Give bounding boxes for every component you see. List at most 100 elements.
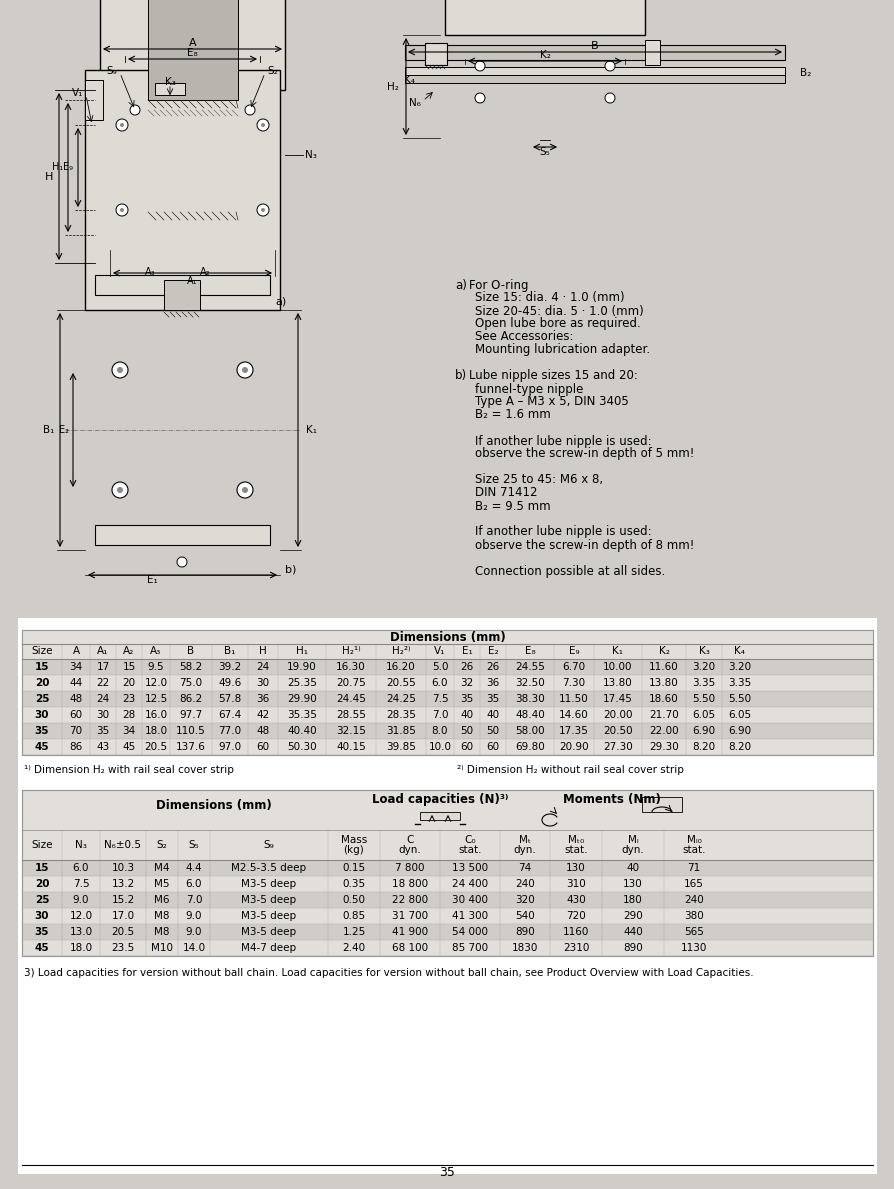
Text: 6.90: 6.90 (728, 726, 751, 736)
Bar (405, 75, 784, 83)
Bar (148, 0, 238, 100)
Text: 40.15: 40.15 (336, 742, 366, 751)
Text: 35: 35 (97, 726, 109, 736)
Text: A₂: A₂ (199, 268, 210, 277)
Text: H₂: H₂ (387, 82, 399, 92)
Text: 25: 25 (35, 694, 49, 704)
Text: K₁: K₁ (611, 647, 623, 656)
Text: 30 400: 30 400 (451, 895, 487, 905)
Text: H: H (45, 171, 53, 182)
Text: 20.90: 20.90 (559, 742, 588, 751)
Circle shape (117, 367, 122, 373)
Text: 24: 24 (97, 694, 109, 704)
Text: funnel-type nipple: funnel-type nipple (475, 383, 583, 396)
Text: 6.90: 6.90 (692, 726, 715, 736)
Text: A: A (72, 647, 80, 656)
Text: 6.05: 6.05 (692, 710, 715, 721)
Text: 130: 130 (622, 879, 642, 889)
Text: C₀: C₀ (464, 835, 476, 845)
Text: 25.35: 25.35 (287, 678, 316, 688)
Text: 890: 890 (515, 927, 535, 937)
Text: 18.60: 18.60 (648, 694, 679, 704)
Bar (22, 723, 872, 740)
Text: 7.30: 7.30 (561, 678, 585, 688)
Text: 32: 32 (460, 678, 473, 688)
Text: B₂ = 1.6 mm: B₂ = 1.6 mm (475, 409, 550, 421)
Text: 10.3: 10.3 (112, 863, 134, 873)
Text: 26: 26 (460, 662, 473, 672)
Text: If another lube nipple is used:: If another lube nipple is used: (475, 434, 651, 447)
Text: 43: 43 (97, 742, 109, 751)
Text: (kg): (kg) (343, 845, 364, 855)
Text: B₂: B₂ (799, 68, 810, 78)
Text: 31.85: 31.85 (385, 726, 416, 736)
Text: 18.0: 18.0 (144, 726, 167, 736)
Circle shape (257, 205, 269, 216)
Text: Mₜ₀: Mₜ₀ (567, 835, 584, 845)
Bar (85, 70, 280, 310)
Text: 60: 60 (70, 710, 82, 721)
Text: 17.45: 17.45 (603, 694, 632, 704)
Text: 58.2: 58.2 (179, 662, 202, 672)
Text: 24.55: 24.55 (514, 662, 544, 672)
Text: 12.5: 12.5 (144, 694, 167, 704)
Text: stat.: stat. (458, 845, 481, 855)
Text: M3-5 deep: M3-5 deep (241, 911, 296, 921)
Text: 12.0: 12.0 (70, 911, 92, 921)
Text: M5: M5 (154, 879, 170, 889)
Text: 180: 180 (622, 895, 642, 905)
Text: 6.70: 6.70 (561, 662, 585, 672)
Bar (110, 227, 274, 245)
Text: E₂: E₂ (487, 647, 498, 656)
Text: K₃: K₃ (164, 77, 175, 87)
Text: 54 000: 54 000 (451, 927, 487, 937)
Bar (22, 789, 872, 956)
Circle shape (237, 361, 253, 378)
Bar (95, 275, 270, 295)
Text: 7.0: 7.0 (431, 710, 448, 721)
Text: 5.0: 5.0 (431, 662, 448, 672)
Text: DIN 71412: DIN 71412 (475, 486, 537, 499)
Text: 1.25: 1.25 (342, 927, 366, 937)
Bar (22, 659, 872, 675)
Text: dyn.: dyn. (513, 845, 536, 855)
Bar (405, 45, 784, 59)
Text: Mₗ: Mₗ (627, 835, 637, 845)
Text: 13.2: 13.2 (111, 879, 134, 889)
Text: 19.90: 19.90 (287, 662, 316, 672)
Text: Lube nipple sizes 15 and 20:: Lube nipple sizes 15 and 20: (468, 370, 637, 383)
Text: 42: 42 (256, 710, 269, 721)
Text: 13.80: 13.80 (603, 678, 632, 688)
Bar (22, 630, 872, 755)
Text: 24.25: 24.25 (385, 694, 416, 704)
Text: 50: 50 (486, 726, 499, 736)
Text: 17: 17 (97, 662, 109, 672)
Text: K₄: K₄ (734, 647, 745, 656)
Text: Mₗ₀: Mₗ₀ (686, 835, 701, 845)
Text: 8.20: 8.20 (692, 742, 715, 751)
Text: See Accessories:: See Accessories: (475, 331, 573, 344)
Text: Dimensions (mm): Dimensions (mm) (389, 630, 505, 643)
Text: N₆: N₆ (409, 97, 420, 108)
Text: 71: 71 (687, 863, 700, 873)
Circle shape (245, 105, 255, 115)
Circle shape (604, 93, 614, 103)
Text: 39.85: 39.85 (385, 742, 416, 751)
Text: 25: 25 (35, 895, 49, 905)
Text: 34: 34 (122, 726, 136, 736)
Text: 38.30: 38.30 (515, 694, 544, 704)
Text: 440: 440 (622, 927, 642, 937)
Bar (22, 691, 872, 707)
Circle shape (261, 208, 265, 212)
Text: S₂: S₂ (267, 67, 278, 76)
Text: 44: 44 (70, 678, 82, 688)
Text: 50: 50 (460, 726, 473, 736)
Bar (425, 43, 446, 65)
Text: 35.35: 35.35 (287, 710, 316, 721)
Text: 290: 290 (622, 911, 642, 921)
Text: 36: 36 (485, 678, 499, 688)
Text: ²⁾ Dimension H₂ without rail seal cover strip: ²⁾ Dimension H₂ without rail seal cover … (457, 765, 684, 775)
Text: 3.20: 3.20 (692, 662, 715, 672)
Text: 1160: 1160 (562, 927, 588, 937)
Text: 28.55: 28.55 (335, 710, 366, 721)
